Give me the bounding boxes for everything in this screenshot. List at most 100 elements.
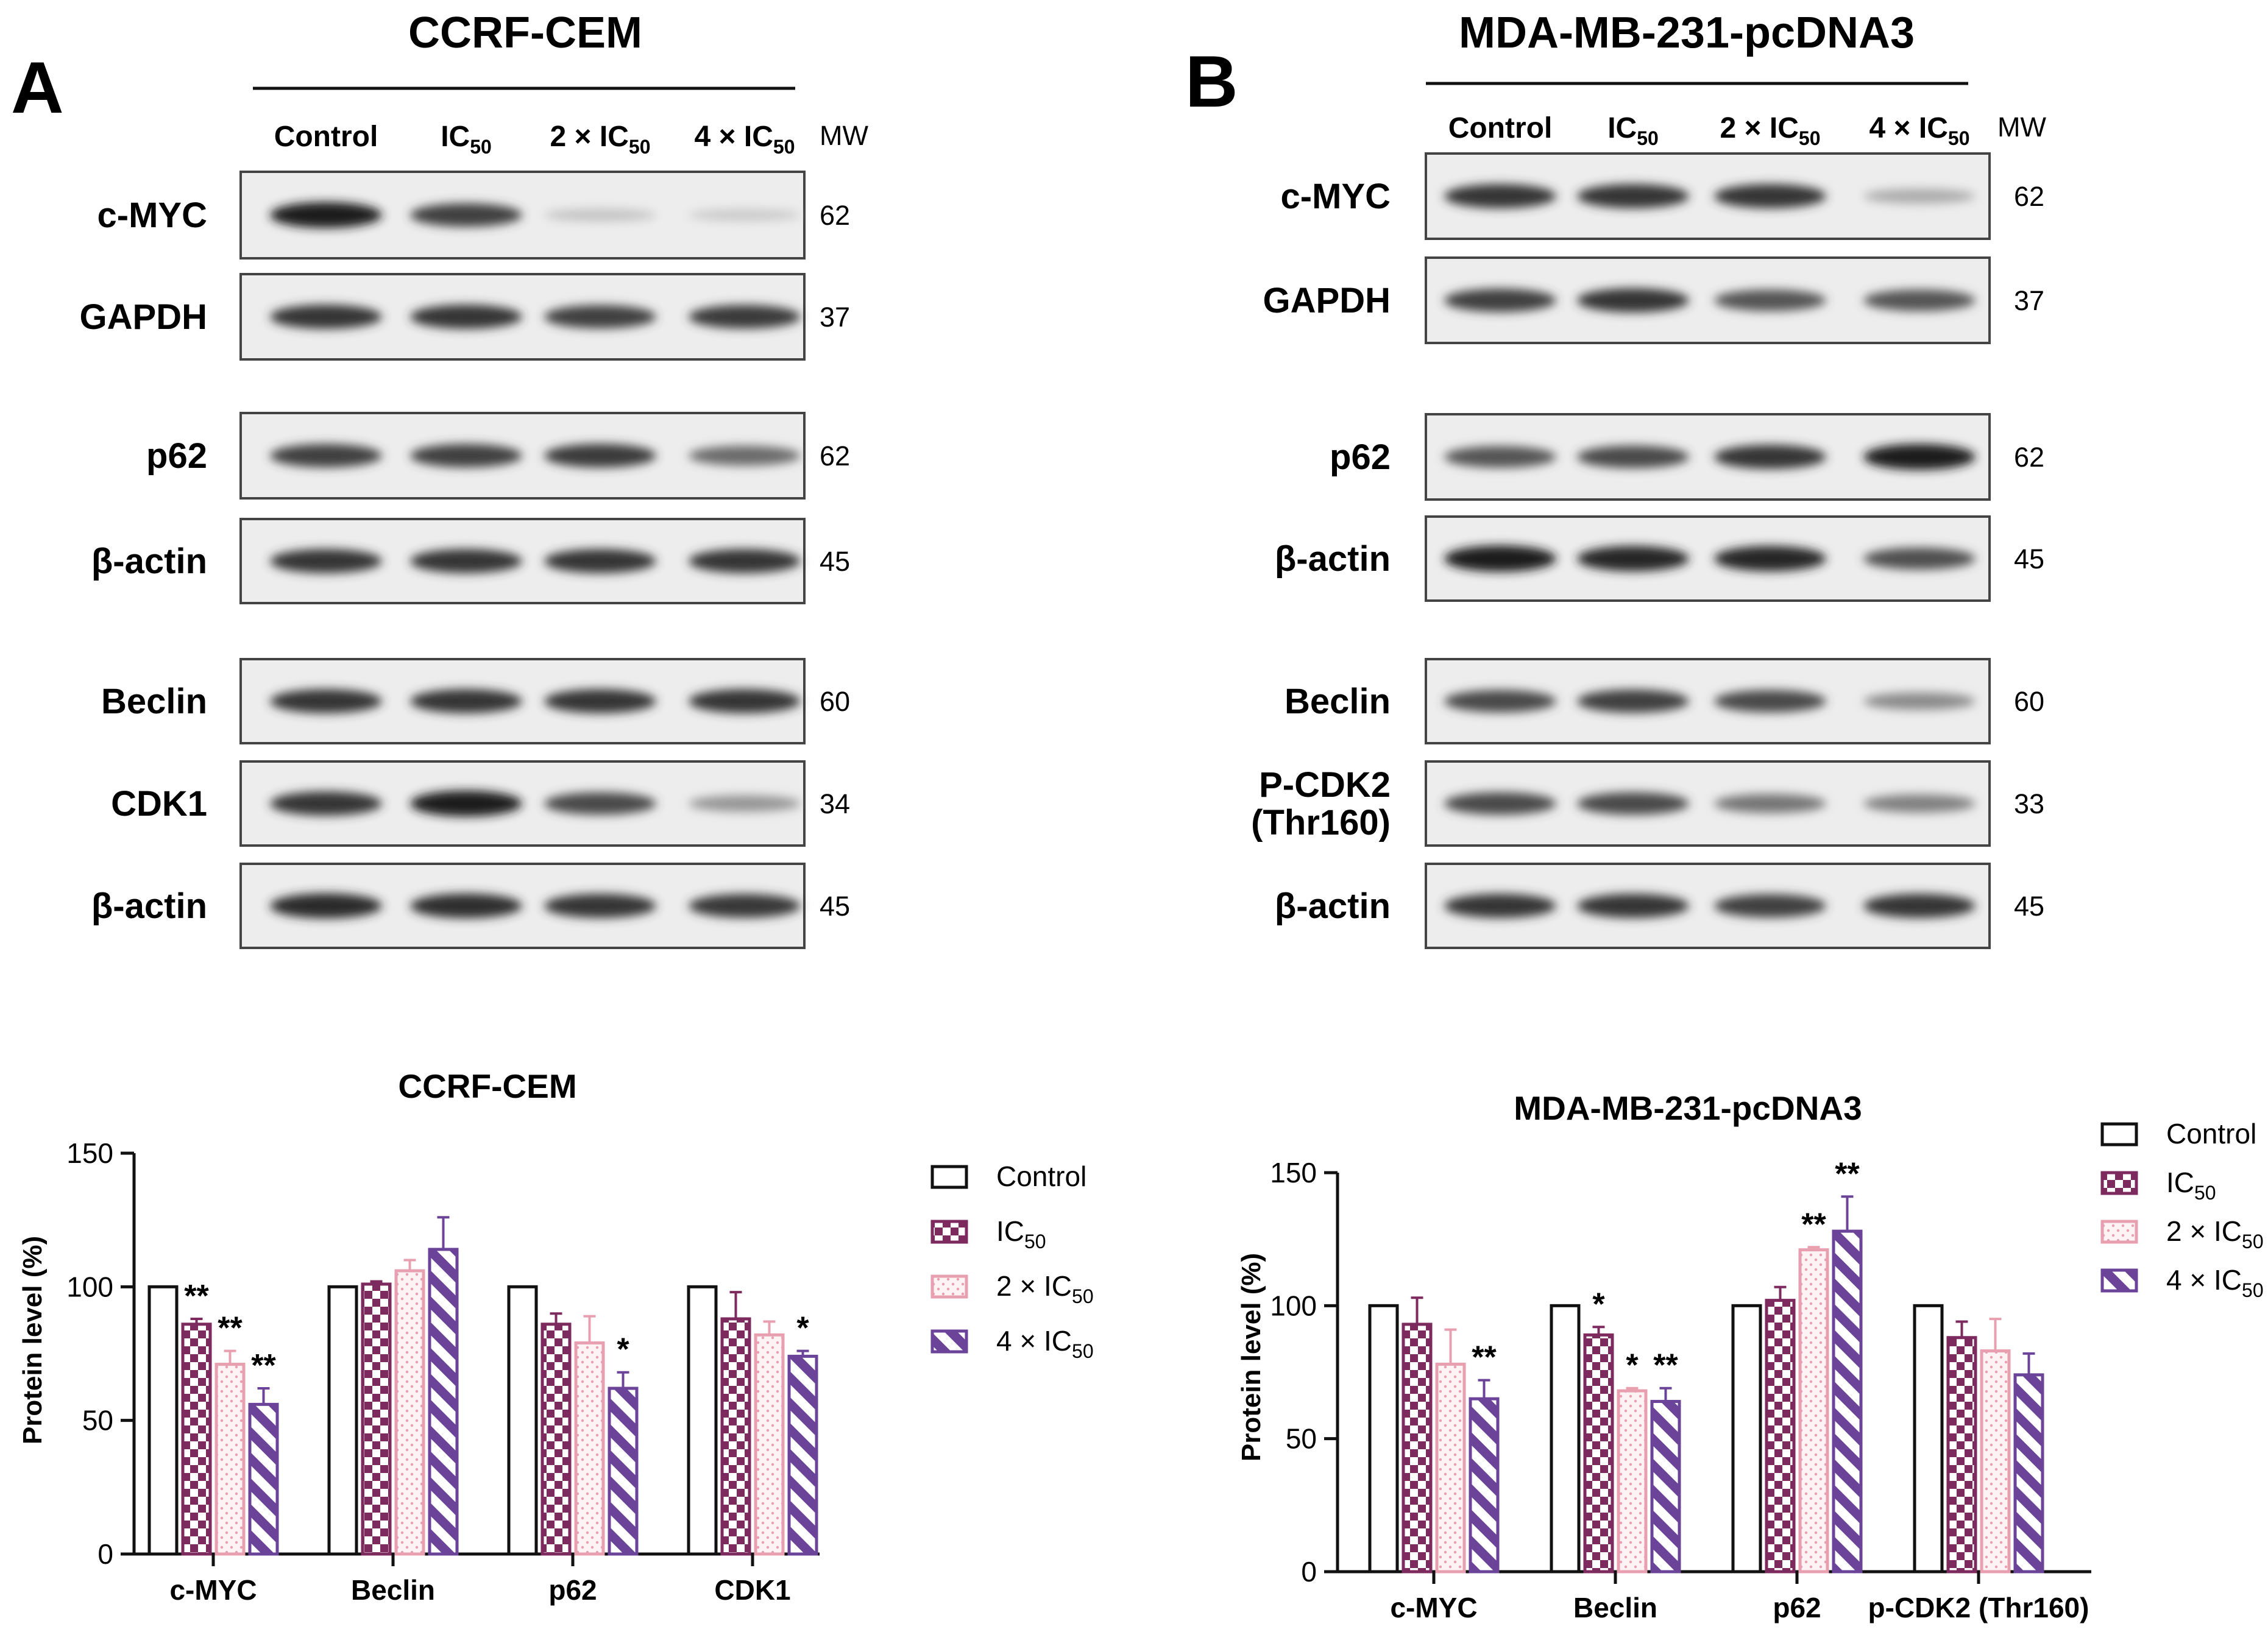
blot-row-label: P-CDK2 (1259, 765, 1391, 805)
legend-swatch (2100, 1122, 2138, 1146)
bar (1832, 1229, 1863, 1574)
blot-band (544, 792, 656, 815)
blot-band (544, 549, 656, 573)
blot-band (1714, 289, 1826, 311)
panel-a-mw-header: MW (820, 120, 868, 151)
bar (1469, 1397, 1500, 1574)
panel-b-lane-4x-ic50: 4 × IC50 (1869, 112, 1970, 149)
x-category-label: c-MYC (169, 1574, 257, 1606)
blot-band (270, 305, 382, 329)
significance-marker: ** (251, 1348, 276, 1383)
panel-b-lane-2x-ic50: 2 × IC50 (1720, 112, 1821, 149)
blot-mw-value: 62 (820, 440, 850, 472)
blot-band (1444, 690, 1556, 713)
legend-label: IC50 (996, 1215, 1046, 1252)
blot-row: β-actin 45 (91, 863, 850, 949)
legend-swatch (930, 1329, 968, 1354)
bar (394, 1269, 425, 1556)
blot-row-label: GAPDH (1263, 281, 1391, 320)
blot-band (410, 443, 522, 468)
blot-row: GAPDH 37 (1263, 256, 2044, 344)
bar (687, 1285, 718, 1556)
bar (2013, 1373, 2044, 1574)
significance-marker: ** (1835, 1156, 1860, 1192)
blot-row: GAPDH 37 (80, 273, 850, 361)
significance-marker: ** (184, 1279, 209, 1314)
legend-label: Control (996, 1160, 1086, 1192)
bar (428, 1248, 459, 1556)
panel-b-blot-rows: c-MYC 62 GAPDH 37 p62 62 β-actin 45 Beclin 60 P-CD… (1251, 152, 2044, 949)
bar (1913, 1304, 1944, 1574)
blot-row-label: p62 (1330, 437, 1391, 477)
blot-mw-value: 62 (820, 200, 850, 231)
blot-row-label: Beclin (101, 682, 207, 721)
x-category-label: Beclin (351, 1574, 435, 1606)
panel-b-lane-control: Control (1448, 112, 1553, 144)
blot-mw-value: 45 (2014, 543, 2044, 574)
panel-a-letter: A (11, 47, 64, 129)
panel-b-mw-header: MW (1997, 111, 2046, 143)
blot-row: p62 62 (1330, 413, 2044, 501)
significance-marker: * (617, 1332, 629, 1368)
blot-band (1863, 547, 1976, 570)
blot-band (1863, 894, 1976, 918)
bar (361, 1282, 392, 1556)
blot-band (1444, 446, 1556, 468)
legend-label-main: IC (996, 1215, 1024, 1247)
panel-b-lane-ic50: IC50 (1607, 112, 1659, 149)
blot-row: P-CDK2(Thr160) 33 (1251, 760, 2044, 847)
x-category-label: p62 (548, 1574, 597, 1606)
blot-row-label: β-actin (91, 542, 207, 581)
blot-band (544, 208, 656, 222)
blot-band (689, 795, 801, 812)
y-tick-label: 150 (66, 1137, 113, 1169)
bar (1435, 1362, 1466, 1574)
legend-label-main: 4 × IC (2166, 1264, 2242, 1296)
blot-band (689, 305, 801, 329)
panel-a-lane-ic50: IC50 (441, 121, 492, 158)
legend-swatch (930, 1220, 968, 1244)
bar (787, 1354, 818, 1556)
blot-band (1577, 792, 1689, 815)
y-tick-label: 0 (97, 1538, 113, 1570)
blot-band (1714, 546, 1826, 571)
blot-row: β-actin 45 (1275, 863, 2044, 949)
blot-band (544, 443, 656, 468)
blot-band (270, 893, 382, 919)
panel-a-blot-rows: c-MYC 62 GAPDH 37 p62 62 β-actin 45 Beclin 60 CDK1… (80, 171, 850, 949)
blot-band (410, 893, 522, 919)
bar (574, 1341, 605, 1556)
bar (754, 1333, 785, 1556)
legend-swatch (2100, 1220, 2138, 1244)
legend-swatch (2100, 1268, 2138, 1293)
legend-label-main: 4 × IC (996, 1325, 1072, 1357)
legend-label: 2 × IC50 (996, 1270, 1094, 1307)
y-tick-label: 50 (82, 1405, 113, 1436)
blot-row: β-actin 45 (1275, 515, 2044, 602)
blot-row-label: β-actin (1275, 539, 1391, 579)
blot-row-label: p62 (146, 436, 207, 476)
blot-band (1444, 288, 1556, 313)
bar (1731, 1304, 1762, 1574)
blot-band (1444, 545, 1556, 572)
legend-swatch (2100, 1171, 2138, 1195)
blot-band (689, 894, 801, 918)
blot-row-label: GAPDH (80, 297, 207, 337)
x-category-label: c-MYC (1390, 1592, 1477, 1623)
panel-a-blots: A CCRF-CEM Control IC50 2 × IC50 4 × IC5… (11, 9, 868, 949)
panel-a-lane-control: Control (274, 121, 378, 153)
bar (1946, 1336, 1977, 1574)
blot-band (544, 305, 656, 329)
blot-band (1714, 184, 1826, 208)
bar (1765, 1299, 1796, 1574)
bar (1550, 1304, 1581, 1574)
blot-mw-value: 60 (820, 686, 850, 717)
significance-marker: * (1592, 1287, 1605, 1322)
significance-marker: ** (1801, 1207, 1826, 1242)
legend-label-main: IC (2166, 1167, 2194, 1198)
blot-band (1444, 894, 1556, 918)
chart-b: MDA-MB-231-pcDNA3 Protein level (%) 0 50 1… (1236, 1089, 2264, 1623)
significance-marker: * (1626, 1348, 1639, 1383)
blot-mw-value: 37 (2014, 285, 2044, 316)
